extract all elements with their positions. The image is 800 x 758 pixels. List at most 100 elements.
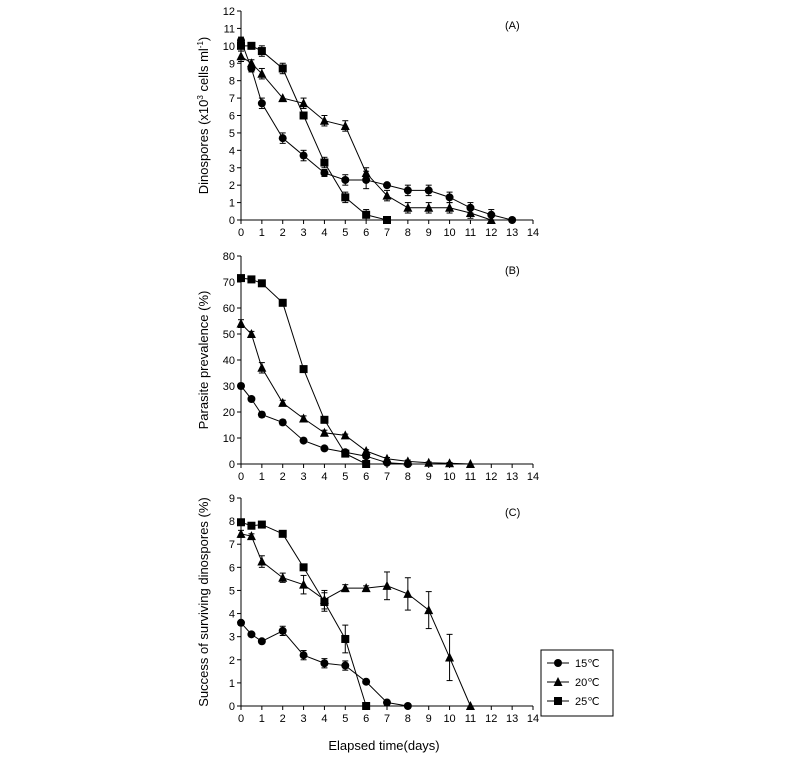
data-point xyxy=(362,460,371,468)
panel-label: (C) xyxy=(505,507,520,519)
data-point xyxy=(362,677,371,686)
x-tick-label: 3 xyxy=(301,471,307,483)
data-point xyxy=(403,202,413,212)
panel-label: (A) xyxy=(505,20,520,32)
y-tick-label: 2 xyxy=(229,655,235,667)
data-point xyxy=(299,651,308,660)
data-point xyxy=(424,605,434,615)
y-tick-label: 6 xyxy=(229,562,235,574)
series-line xyxy=(240,533,471,707)
y-tick-label: 6 xyxy=(229,111,235,123)
data-point xyxy=(278,134,287,143)
data-point xyxy=(247,521,256,530)
x-tick-label: 1 xyxy=(259,227,265,239)
data-point xyxy=(382,580,392,590)
x-tick-label: 10 xyxy=(443,227,455,239)
data-point xyxy=(278,93,288,103)
data-point xyxy=(320,158,329,167)
x-tick-label: 13 xyxy=(506,713,518,725)
y-tick-label: 1 xyxy=(229,198,235,210)
y-tick-label: 0 xyxy=(229,701,235,713)
data-point xyxy=(236,528,246,538)
data-point xyxy=(299,563,308,572)
series-square xyxy=(237,40,391,224)
y-tick-label: 4 xyxy=(229,609,235,621)
data-point xyxy=(246,329,256,338)
data-point xyxy=(299,413,309,423)
data-point xyxy=(236,318,246,328)
data-point xyxy=(362,702,371,710)
legend-marker xyxy=(554,659,562,667)
data-point xyxy=(340,120,350,130)
data-point xyxy=(319,427,329,437)
data-point xyxy=(299,579,309,589)
series-line xyxy=(240,55,492,221)
x-tick-label: 0 xyxy=(238,471,244,483)
y-tick-label: 11 xyxy=(224,23,235,35)
y-tick-label: 3 xyxy=(229,163,235,175)
data-point xyxy=(403,702,412,710)
legend-label: 20℃ xyxy=(575,677,600,689)
data-point xyxy=(320,415,329,424)
x-tick-label: 4 xyxy=(321,227,327,239)
legend-box xyxy=(540,649,614,717)
data-point xyxy=(465,208,475,218)
x-tick-label: 12 xyxy=(485,227,497,239)
data-point xyxy=(465,701,475,710)
data-point xyxy=(341,634,350,643)
y-tick-label: 60 xyxy=(223,303,235,315)
data-point xyxy=(299,365,308,374)
series-square xyxy=(237,274,371,468)
x-tick-label: 4 xyxy=(321,471,327,483)
x-tick-label: 12 xyxy=(485,471,497,483)
x-tick-label: 11 xyxy=(465,471,476,483)
data-point xyxy=(237,274,245,283)
x-tick-label: 11 xyxy=(465,713,476,725)
x-tick-label: 7 xyxy=(384,471,390,483)
data-point xyxy=(445,202,455,212)
x-tick-label: 11 xyxy=(465,227,476,239)
data-point xyxy=(278,626,287,635)
data-point xyxy=(424,202,434,212)
series-circle xyxy=(237,36,517,224)
data-point xyxy=(257,637,266,646)
y-tick-label: 8 xyxy=(229,76,235,88)
data-point xyxy=(237,41,245,50)
data-point xyxy=(508,216,517,224)
y-tick-label: 7 xyxy=(229,539,235,551)
series-square xyxy=(237,518,371,710)
y-axis-title: Parasite prevalence (%) xyxy=(196,291,211,430)
data-point xyxy=(257,279,266,288)
data-point xyxy=(341,661,350,670)
data-point xyxy=(257,520,266,529)
data-point xyxy=(361,583,371,593)
x-tick-label: 6 xyxy=(363,713,369,725)
x-tick-label: 5 xyxy=(342,227,348,239)
series-circle xyxy=(237,382,412,468)
data-point xyxy=(445,458,455,468)
y-tick-label: 0 xyxy=(229,459,235,471)
data-point xyxy=(341,193,350,202)
data-point xyxy=(278,298,287,307)
series-triangle xyxy=(236,528,475,710)
series-triangle xyxy=(236,318,475,468)
data-point xyxy=(361,446,371,455)
data-point xyxy=(247,395,256,403)
x-tick-label: 5 xyxy=(342,713,348,725)
y-axis-title: Success of surviving dinospores (%) xyxy=(196,497,211,707)
data-point xyxy=(247,41,256,50)
data-point xyxy=(424,457,434,467)
data-point xyxy=(257,99,266,108)
legend: 15℃ 20℃ 25℃ xyxy=(540,649,614,717)
x-tick-label: 8 xyxy=(405,227,411,239)
x-tick-label: 6 xyxy=(363,471,369,483)
data-point xyxy=(237,618,245,627)
y-tick-label: 7 xyxy=(229,93,235,105)
data-point xyxy=(257,47,266,56)
y-tick-label: 5 xyxy=(229,128,235,140)
y-axis-title: Dinospores (x103 cells ml-1) xyxy=(196,37,211,195)
data-point xyxy=(320,168,329,177)
data-point xyxy=(257,362,267,372)
